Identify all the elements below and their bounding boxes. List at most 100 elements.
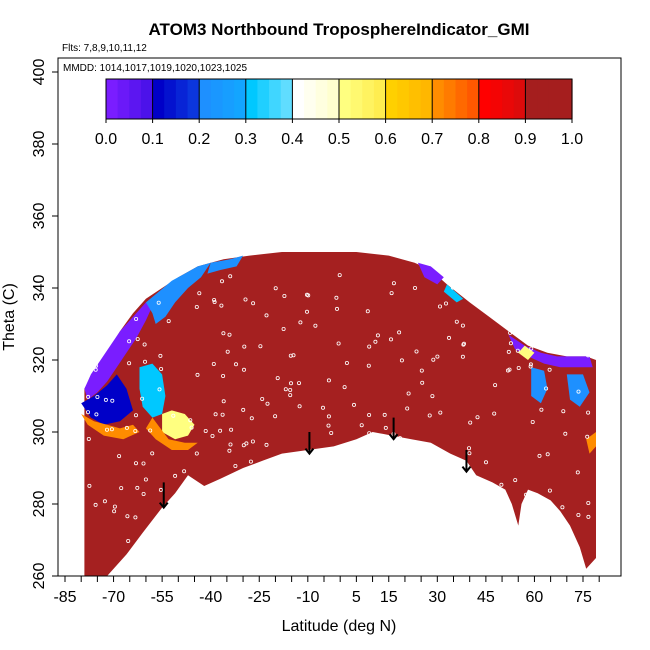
sample-marker xyxy=(336,534,341,539)
sample-marker xyxy=(125,514,130,519)
sample-marker xyxy=(297,404,302,409)
sample-marker xyxy=(388,337,393,342)
sample-marker xyxy=(529,346,534,351)
sample-marker xyxy=(570,291,575,296)
sample-marker xyxy=(414,349,419,354)
sample-marker xyxy=(249,528,254,533)
sample-marker xyxy=(133,515,138,520)
sample-marker xyxy=(141,491,146,496)
sample-marker xyxy=(181,552,186,557)
sample-marker xyxy=(281,474,286,479)
sample-marker xyxy=(102,499,107,504)
sample-marker xyxy=(248,459,253,464)
sample-marker xyxy=(530,419,535,424)
sample-marker xyxy=(126,539,131,544)
sample-marker xyxy=(229,427,234,432)
sample-marker xyxy=(444,456,449,461)
colorbar-cell xyxy=(350,79,363,119)
sample-marker xyxy=(531,495,536,500)
x-tick-label: -55 xyxy=(151,589,174,606)
sample-marker xyxy=(466,273,471,278)
sample-marker xyxy=(319,465,324,470)
x-tick-label: 5 xyxy=(352,589,361,606)
sample-marker xyxy=(382,412,387,417)
sample-marker xyxy=(467,451,472,456)
sample-marker xyxy=(367,344,372,349)
sample-marker xyxy=(437,304,442,309)
sample-marker xyxy=(228,274,233,279)
sample-marker xyxy=(389,291,394,296)
sample-marker xyxy=(469,540,474,545)
sample-marker xyxy=(367,412,372,417)
sample-marker xyxy=(466,446,471,451)
sample-marker xyxy=(344,360,349,365)
sample-marker xyxy=(282,514,287,519)
sample-marker xyxy=(404,445,409,450)
sample-marker xyxy=(159,366,164,371)
sample-marker xyxy=(508,330,513,335)
sample-marker xyxy=(547,488,552,493)
sample-marker xyxy=(560,505,565,510)
sample-marker xyxy=(585,345,590,350)
low-indicator-patch xyxy=(145,417,198,450)
sample-marker xyxy=(531,514,536,519)
sample-marker xyxy=(320,405,325,410)
sample-marker xyxy=(506,307,511,312)
sample-marker xyxy=(383,425,388,430)
sample-marker xyxy=(570,280,575,285)
x-tick-label: -70 xyxy=(102,589,125,606)
sample-marker xyxy=(326,414,331,419)
sample-marker xyxy=(482,532,487,537)
sample-marker xyxy=(380,462,385,467)
sample-marker xyxy=(249,416,254,421)
sample-marker xyxy=(179,514,184,519)
sample-marker xyxy=(576,513,581,518)
x-tick-label: 60 xyxy=(526,589,544,606)
low-indicator-patch xyxy=(81,414,140,440)
sample-marker xyxy=(117,454,122,459)
sample-marker xyxy=(203,428,208,433)
sample-marker xyxy=(110,398,115,403)
sample-marker xyxy=(87,483,92,488)
sample-marker xyxy=(365,309,370,314)
colorbar-cell xyxy=(304,79,317,119)
low-indicator-patch xyxy=(531,367,548,404)
sample-marker xyxy=(95,394,100,399)
sample-marker xyxy=(555,529,560,534)
sample-marker xyxy=(515,525,520,530)
sample-marker xyxy=(427,413,432,418)
sample-marker xyxy=(345,468,350,473)
colorbar-tick-label: 0.9 xyxy=(514,131,536,148)
sample-marker xyxy=(241,443,246,448)
colorbar-cell xyxy=(548,79,561,119)
sample-marker xyxy=(380,472,385,477)
sample-marker xyxy=(241,367,246,372)
sample-marker xyxy=(213,412,218,417)
sample-marker xyxy=(142,342,147,347)
sample-marker xyxy=(97,288,102,293)
sample-marker xyxy=(314,454,319,459)
sample-marker xyxy=(210,433,215,438)
sample-marker xyxy=(499,296,504,301)
x-tick-label: -85 xyxy=(53,589,76,606)
sample-marker xyxy=(446,469,451,474)
y-axis-title: Theta (C) xyxy=(1,283,18,351)
sample-marker xyxy=(499,482,504,487)
sample-marker xyxy=(351,402,356,407)
sample-marker xyxy=(419,368,424,373)
sample-marker xyxy=(337,273,342,278)
dates-note: MMDD: 1014,1017,1019,1020,1023,1025 xyxy=(63,63,247,74)
colorbar-cell xyxy=(106,79,119,119)
sample-marker xyxy=(218,428,223,433)
sample-marker xyxy=(158,487,163,492)
sample-marker xyxy=(529,518,534,523)
sample-marker xyxy=(421,488,426,493)
sample-marker xyxy=(528,362,533,367)
sample-marker xyxy=(412,526,417,531)
sample-marker xyxy=(575,470,580,475)
y-tick-label: 320 xyxy=(31,347,48,374)
sample-marker xyxy=(150,451,155,456)
sample-marker xyxy=(563,431,568,436)
sample-marker xyxy=(227,448,232,453)
